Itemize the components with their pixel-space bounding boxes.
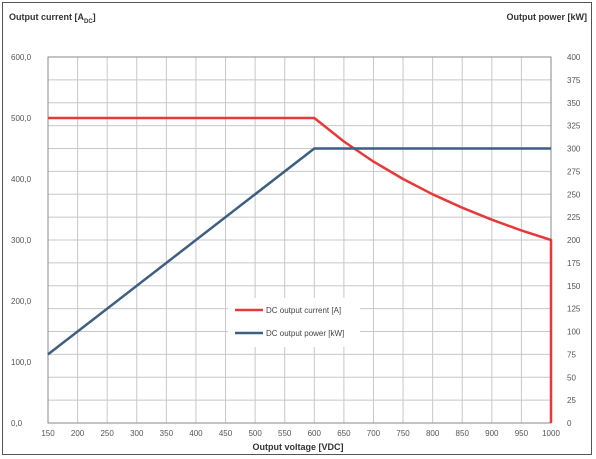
- x-tick-label: 800: [426, 429, 440, 438]
- series-line-power: [47, 147, 551, 356]
- right-tick-label: 200: [567, 236, 581, 245]
- x-tick-label: 400: [189, 429, 203, 438]
- x-tick-label: 500: [248, 429, 262, 438]
- x-tick-label: 450: [219, 429, 233, 438]
- right-tick-label: 250: [567, 190, 581, 199]
- x-tick-label: 250: [100, 429, 114, 438]
- x-tick-label: 550: [278, 429, 292, 438]
- x-tick-label: 900: [485, 429, 499, 438]
- series-lines: [47, 116, 553, 423]
- x-tick-label: 300: [130, 429, 144, 438]
- x-tick-label: 950: [515, 429, 529, 438]
- x-tick-label: 150: [41, 429, 55, 438]
- right-tick-label: 50: [567, 373, 576, 382]
- x-tick-label: 1000: [542, 429, 560, 438]
- right-tick-label: 275: [567, 167, 581, 176]
- x-tick-label: 750: [396, 429, 410, 438]
- left-tick-label: 500,0: [11, 114, 32, 123]
- right-tick-label: 150: [567, 282, 581, 291]
- right-tick-label: 350: [567, 99, 581, 108]
- legend-label-power: DC output power [kW]: [266, 329, 344, 338]
- left-tick-label: 100,0: [11, 358, 32, 367]
- right-tick-label: 325: [567, 122, 581, 131]
- tick-labels: 150 200 250 300 350 400 450 500 550 600 650 700 750 8…: [11, 53, 581, 438]
- right-axis-title: Output power [kW]: [507, 12, 588, 22]
- x-axis-title: Output voltage [VDC]: [253, 442, 344, 452]
- x-tick-label: 200: [71, 429, 85, 438]
- x-tick-label: 700: [367, 429, 381, 438]
- x-tick-label: 650: [337, 429, 351, 438]
- legend: DC output current [A] DC output power [k…: [228, 298, 360, 347]
- x-tick-label: 600: [308, 429, 322, 438]
- left-axis-title: Output current [ADC]: [9, 12, 96, 25]
- left-tick-label: 600,0: [11, 53, 32, 62]
- left-tick-label: 400,0: [11, 175, 32, 184]
- chart-frame: 150 200 250 300 350 400 450 500 550 600 650 700 750 8…: [2, 2, 592, 455]
- right-tick-label: 125: [567, 305, 581, 314]
- legend-box: [228, 298, 360, 347]
- x-tick-label: 350: [160, 429, 174, 438]
- left-tick-label: 200,0: [11, 297, 32, 306]
- x-tick-label: 850: [456, 429, 470, 438]
- series-line-current: [48, 116, 553, 423]
- right-tick-label: 25: [567, 396, 576, 405]
- right-tick-label: 75: [567, 350, 576, 359]
- right-tick-label: 300: [567, 145, 581, 154]
- right-tick-label: 400: [567, 53, 581, 62]
- right-tick-label: 0: [567, 419, 572, 428]
- left-tick-label: 300,0: [11, 236, 32, 245]
- right-tick-label: 100: [567, 328, 581, 337]
- left-tick-label: 0,0: [11, 419, 23, 428]
- right-tick-label: 225: [567, 213, 581, 222]
- legend-label-current: DC output current [A]: [266, 306, 341, 315]
- line-chart: 150 200 250 300 350 400 450 500 550 600 650 700 750 8…: [9, 12, 588, 452]
- right-tick-label: 175: [567, 259, 581, 268]
- right-tick-label: 375: [567, 76, 581, 85]
- grid: [47, 56, 552, 424]
